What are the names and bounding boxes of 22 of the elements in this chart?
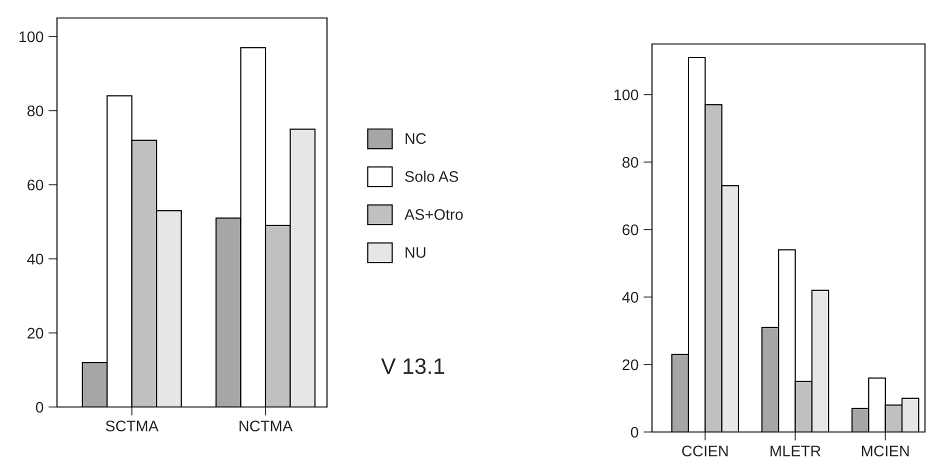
- y-tick-label: 80: [27, 105, 44, 116]
- y-tick-label: 80: [622, 156, 638, 168]
- x-tick-label: SCTMA: [106, 420, 159, 432]
- legend-label: AS+Otro: [404, 209, 463, 220]
- x-tick-label: CCIEN: [682, 446, 728, 456]
- y-tick-label: 20: [622, 359, 638, 370]
- y-tick-label: 40: [27, 254, 44, 264]
- x-tick-label: MCIEN: [862, 446, 909, 456]
- legend-label: NC: [406, 133, 426, 144]
- y-tick-label: 100: [614, 89, 638, 100]
- x-tick-label: NCTMA: [240, 420, 293, 432]
- y-tick-label: 0: [630, 426, 638, 438]
- y-tick-label: 0: [36, 402, 44, 413]
- y-tick-label: 60: [28, 180, 44, 190]
- text: V 13.1: [381, 358, 444, 374]
- y-tick-label: 40: [622, 292, 638, 303]
- y-tick-label: 60: [622, 224, 638, 236]
- y-tick-label: 20: [28, 328, 44, 339]
- x-tick-label: MLETR: [770, 446, 820, 456]
- legend-label: NU: [406, 247, 426, 258]
- y-tick-label: 100: [19, 31, 44, 42]
- legend-label: Solo AS: [405, 170, 458, 182]
